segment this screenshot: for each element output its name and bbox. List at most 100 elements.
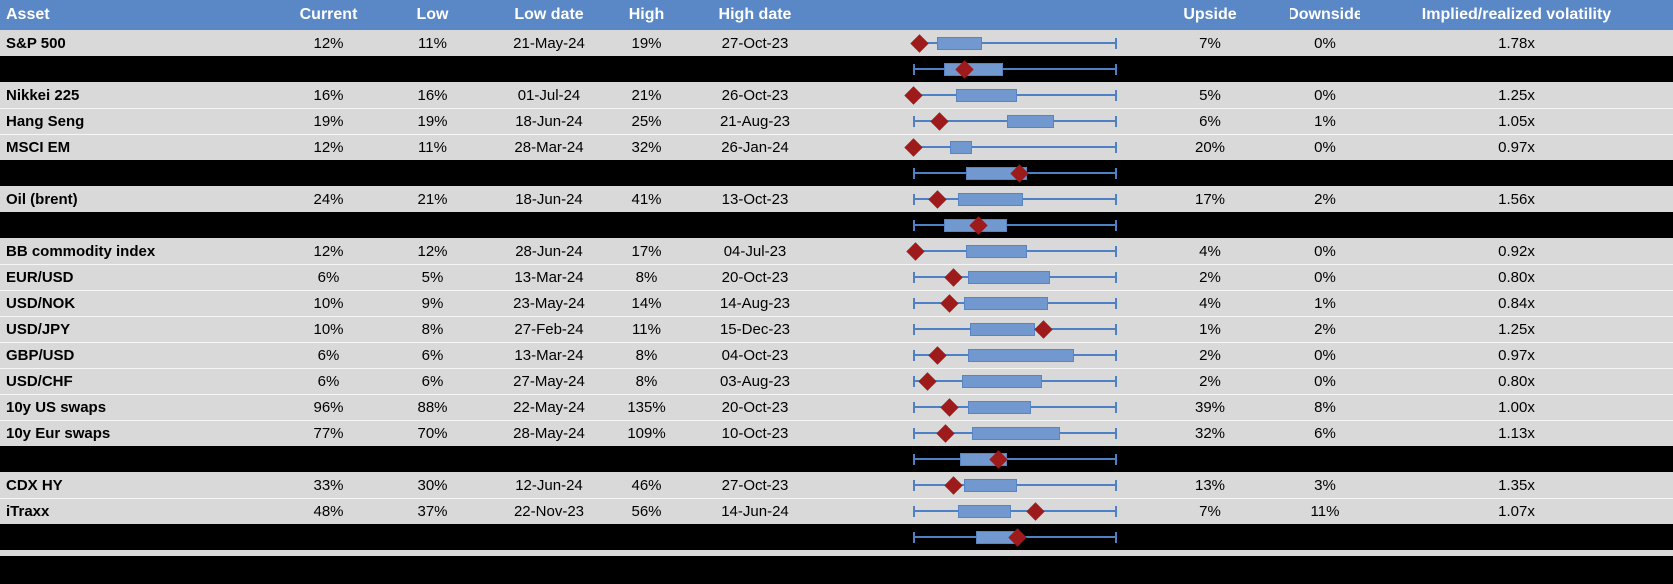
current-level-diamond-marker bbox=[944, 475, 963, 495]
range-boxplot bbox=[913, 316, 1117, 342]
whisker-cap-right bbox=[1115, 323, 1117, 335]
table-row: S&P 500 12% 11% 21-May-24 19% 27-Oct-23 7% 0% 1.… bbox=[0, 30, 1673, 56]
table-row: Nikkei 225 16% 16% 01-Jul-24 21% 26-Oct-23 5% 0… bbox=[0, 82, 1673, 108]
high-date: 26-Oct-23 bbox=[721, 86, 789, 104]
table-row: Oil (brent) 24% 21% 18-Jun-24 41% 13-Oct-23 17… bbox=[0, 186, 1673, 212]
whisker-cap-right bbox=[1115, 63, 1117, 75]
low-date: 28-Jun-24 bbox=[515, 242, 583, 260]
whisker-cap-left bbox=[913, 193, 915, 205]
high-date: 15-Dec-23 bbox=[719, 320, 791, 338]
whisker-cap-right bbox=[1115, 193, 1117, 205]
current-value: 6% bbox=[317, 372, 340, 390]
range-boxplot bbox=[903, 134, 1117, 160]
range-boxplot-cell bbox=[825, 238, 1130, 264]
high-value bbox=[608, 524, 685, 550]
range-boxplot-cell bbox=[825, 524, 1130, 550]
implied-realized-value: 1.25x bbox=[1498, 320, 1535, 338]
whisker-cap-right bbox=[1115, 245, 1117, 257]
whisker-cap-right bbox=[1115, 219, 1117, 231]
interquartile-box bbox=[957, 504, 1011, 518]
downside-value: 1% bbox=[1314, 112, 1336, 130]
current-level-diamond-marker bbox=[905, 241, 925, 261]
asset-name: EUR/USD bbox=[6, 268, 74, 286]
whisker-cap-right bbox=[1115, 479, 1117, 491]
interquartile-box bbox=[972, 426, 1060, 440]
separator-row bbox=[0, 524, 1673, 550]
interquartile-box bbox=[957, 192, 1024, 206]
whisker-cap-right bbox=[1115, 453, 1117, 465]
low-date: 27-May-24 bbox=[513, 372, 585, 390]
current-value: 16% bbox=[313, 86, 344, 104]
downside-value bbox=[1290, 56, 1360, 82]
whisker-cap-left bbox=[913, 271, 915, 283]
asset-name: MSCI EM bbox=[6, 138, 71, 156]
col-header-low: Low bbox=[416, 6, 449, 23]
high-value: 41% bbox=[631, 190, 662, 208]
current-level-diamond-marker bbox=[930, 111, 949, 131]
low-value: 16% bbox=[417, 86, 448, 104]
asset-name bbox=[0, 446, 282, 472]
asset-name: 10y Eur swaps bbox=[6, 424, 111, 442]
table-row: USD/NOK 10% 9% 23-May-24 14% 14-Aug-23 4% 1% 0.8… bbox=[0, 290, 1673, 316]
separator-row bbox=[0, 446, 1673, 472]
separator-row bbox=[0, 212, 1673, 238]
interquartile-box bbox=[966, 244, 1028, 258]
whisker-line bbox=[913, 510, 1117, 512]
asset-name: iTraxx bbox=[6, 502, 50, 520]
high-date bbox=[685, 446, 825, 472]
implied-realized-value: 0.84x bbox=[1498, 294, 1535, 312]
whisker-cap-right bbox=[1115, 89, 1117, 101]
low-date bbox=[490, 446, 608, 472]
upside-value bbox=[1130, 56, 1290, 82]
upside-value: 2% bbox=[1199, 268, 1221, 286]
current-level-diamond-marker bbox=[944, 267, 963, 287]
whisker-cap-right bbox=[1115, 167, 1117, 179]
downside-value bbox=[1290, 160, 1360, 186]
interquartile-box bbox=[961, 374, 1042, 388]
upside-value: 7% bbox=[1199, 502, 1221, 520]
high-date: 10-Oct-23 bbox=[721, 424, 789, 442]
high-date bbox=[685, 524, 825, 550]
low-date: 23-May-24 bbox=[513, 294, 585, 312]
upside-value bbox=[1130, 212, 1290, 238]
interquartile-box bbox=[949, 140, 973, 154]
range-boxplot-cell bbox=[825, 316, 1130, 342]
high-value: 46% bbox=[631, 476, 662, 494]
upside-value: 5% bbox=[1199, 86, 1221, 104]
table-row: USD/JPY 10% 8% 27-Feb-24 11% 15-Dec-23 1% 2% 1.2… bbox=[0, 316, 1673, 342]
high-value bbox=[608, 446, 685, 472]
current-value: 6% bbox=[317, 268, 340, 286]
range-boxplot bbox=[913, 524, 1117, 550]
current-value: 24% bbox=[313, 190, 344, 208]
high-value: 109% bbox=[627, 424, 666, 442]
current-value bbox=[282, 446, 375, 472]
whisker-cap-right bbox=[1115, 297, 1117, 309]
current-level-diamond-marker bbox=[936, 423, 955, 443]
range-boxplot bbox=[913, 420, 1117, 446]
whisker-cap-left bbox=[913, 427, 915, 439]
whisker-cap-left bbox=[913, 63, 915, 75]
range-boxplot bbox=[913, 290, 1117, 316]
col-header-downside: Downside bbox=[1290, 6, 1360, 23]
implied-realized-value: 1.07x bbox=[1498, 502, 1535, 520]
whisker-cap-right bbox=[1115, 505, 1117, 517]
low-value bbox=[375, 524, 490, 550]
range-boxplot bbox=[913, 446, 1117, 472]
high-value: 17% bbox=[631, 242, 662, 260]
current-level-diamond-marker bbox=[1034, 319, 1053, 339]
high-date: 27-Oct-23 bbox=[721, 34, 789, 52]
implied-realized-value bbox=[1360, 160, 1673, 186]
current-value bbox=[282, 212, 375, 238]
low-date bbox=[490, 56, 608, 82]
range-boxplot-cell bbox=[825, 56, 1130, 82]
high-date bbox=[685, 212, 825, 238]
range-boxplot bbox=[903, 82, 1117, 108]
table-header-row: Asset Current Low Low date High High dat… bbox=[0, 0, 1673, 30]
low-value: 88% bbox=[417, 398, 448, 416]
high-date: 26-Jan-24 bbox=[721, 138, 789, 156]
asset-name bbox=[0, 56, 282, 82]
table-row: CDX HY 33% 30% 12-Jun-24 46% 27-Oct-23 13% 3% 1.… bbox=[0, 472, 1673, 498]
upside-value: 2% bbox=[1199, 346, 1221, 364]
downside-value: 3% bbox=[1314, 476, 1336, 494]
